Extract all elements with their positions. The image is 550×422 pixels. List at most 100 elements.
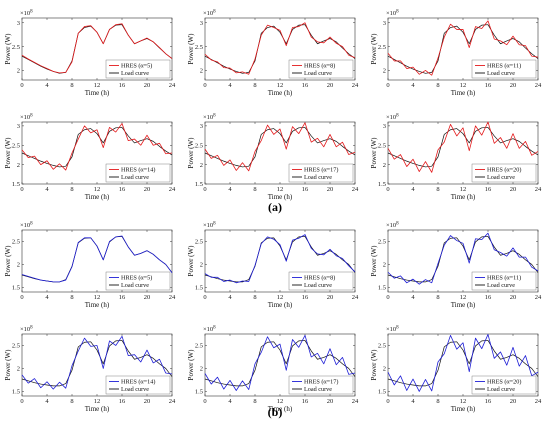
- legend-entry: Load curve: [121, 174, 149, 181]
- series-line-hres: [204, 334, 356, 391]
- y-tick-label: 2.5: [378, 343, 386, 350]
- y-axis-label: Power (W): [4, 137, 12, 169]
- x-tick-label: 12: [94, 82, 101, 89]
- x-tick-label: 20: [327, 294, 334, 301]
- x-tick-label: 24: [352, 294, 359, 301]
- series-line-hres: [21, 123, 173, 171]
- x-tick-label: 8: [70, 186, 73, 193]
- y-tick-label: 2: [200, 162, 203, 169]
- x-tick-label: 8: [436, 186, 439, 193]
- x-tick-label: 16: [485, 82, 492, 89]
- x-axis-label: Time (h): [85, 89, 110, 97]
- x-tick-label: 8: [436, 294, 439, 301]
- x-axis-label: Time (h): [451, 405, 476, 413]
- series-line-hres: [21, 235, 173, 283]
- y-multiplier: ×108: [20, 222, 33, 230]
- x-tick-label: 24: [169, 82, 176, 89]
- y-multiplier: ×108: [203, 222, 216, 230]
- legend-entry: Load curve: [121, 70, 149, 77]
- y-axis-label: Power (W): [187, 33, 195, 65]
- series-line-load-curve: [204, 24, 356, 74]
- x-tick-label: 16: [302, 294, 309, 301]
- chart-12: 0 4 8 12 16 20 24 1.5 2 2.5 ×108 Time (h) Power (W) H…: [370, 326, 542, 414]
- y-axis-label: Power (W): [370, 33, 378, 65]
- legend-entry: Load curve: [304, 174, 332, 181]
- x-tick-label: 20: [327, 398, 334, 405]
- series-line-hres: [21, 23, 173, 74]
- y-tick-label: 2.5: [12, 239, 20, 246]
- legend-box: [105, 375, 171, 395]
- x-tick-label: 20: [327, 186, 334, 193]
- y-multiplier: ×108: [203, 10, 216, 18]
- legend-entry: HRES (α=11): [487, 63, 521, 70]
- x-tick-label: 8: [70, 82, 73, 89]
- x-tick-label: 4: [411, 186, 415, 193]
- y-tick-label: 2.5: [378, 239, 386, 246]
- series-line-hres: [387, 20, 539, 76]
- y-tick-label: 2.5: [195, 142, 203, 149]
- y-multiplier: ×108: [386, 114, 399, 122]
- y-axis-label: Power (W): [4, 33, 12, 65]
- series-line-load-curve: [387, 236, 539, 283]
- y-tick-label: 2: [383, 68, 386, 75]
- x-axis-label: Time (h): [268, 89, 293, 97]
- x-tick-label: 4: [45, 294, 49, 301]
- x-axis-label: Time (h): [268, 193, 293, 201]
- x-tick-label: 8: [436, 82, 439, 89]
- x-tick-label: 16: [485, 186, 492, 193]
- y-multiplier: ×108: [20, 326, 33, 334]
- x-tick-label: 12: [460, 82, 467, 89]
- y-multiplier: ×108: [20, 114, 33, 122]
- y-tick-label: 1.5: [12, 181, 20, 188]
- x-tick-label: 20: [144, 294, 151, 301]
- y-tick-label: 2.5: [195, 343, 203, 350]
- series-line-hres: [21, 335, 173, 390]
- legend-box: [471, 59, 537, 79]
- legend-box: [105, 271, 171, 291]
- y-multiplier: ×108: [20, 10, 33, 18]
- series-line-hres: [204, 122, 356, 172]
- x-tick-label: 12: [460, 294, 467, 301]
- y-axis-label: Power (W): [187, 245, 195, 277]
- legend-entry: Load curve: [304, 282, 332, 289]
- y-axis-label: Power (W): [370, 137, 378, 169]
- x-tick-label: 8: [70, 294, 73, 301]
- legend-entry: Load curve: [487, 70, 515, 77]
- legend-entry: Load curve: [487, 174, 515, 181]
- series-line-hres: [387, 121, 539, 173]
- x-tick-label: 0: [203, 398, 206, 405]
- y-tick-label: 2: [200, 262, 203, 269]
- series-line-load-curve: [204, 127, 356, 168]
- series-line-hres: [204, 234, 356, 284]
- y-tick-label: 2: [383, 366, 386, 373]
- legend-entry: Load curve: [304, 70, 332, 77]
- y-tick-label: 1.5: [12, 389, 20, 396]
- x-tick-label: 24: [169, 294, 176, 301]
- x-tick-label: 4: [228, 398, 232, 405]
- x-tick-label: 4: [411, 398, 415, 405]
- x-tick-label: 16: [485, 294, 492, 301]
- y-tick-label: 2: [383, 262, 386, 269]
- x-tick-label: 12: [277, 398, 284, 405]
- y-tick-label: 2: [200, 366, 203, 373]
- y-tick-label: 3: [200, 123, 203, 130]
- legend-entry: Load curve: [487, 386, 515, 393]
- chart-10: 0 4 8 12 16 20 24 1.5 2 2.5 ×108 Time (h) Power (W) H…: [4, 326, 176, 414]
- y-tick-label: 2: [17, 68, 20, 75]
- x-tick-label: 24: [535, 186, 542, 193]
- x-tick-label: 20: [144, 398, 151, 405]
- x-tick-label: 4: [228, 186, 232, 193]
- y-tick-label: 1.5: [378, 285, 386, 292]
- x-tick-label: 8: [253, 398, 256, 405]
- chart-7: 0 4 8 12 16 20 24 1.5 2 2.5 ×108 Time (h) Power (W) H…: [4, 222, 176, 310]
- legend-box: [471, 163, 537, 183]
- y-multiplier: ×108: [386, 222, 399, 230]
- legend-entry: HRES (α=20): [487, 167, 521, 174]
- chart-2: 0 4 8 12 16 20 24 2 2.5 3×108 Time (h) Power (W) HRE…: [187, 10, 359, 98]
- x-axis-label: Time (h): [85, 405, 110, 413]
- y-tick-label: 1.5: [195, 181, 203, 188]
- legend-box: [288, 59, 354, 79]
- x-tick-label: 20: [144, 186, 151, 193]
- y-multiplier: ×108: [203, 114, 216, 122]
- chart-9: 0 4 8 12 16 20 24 1.5 2 2.5 ×108 Time (h) Power (W) H…: [370, 222, 542, 310]
